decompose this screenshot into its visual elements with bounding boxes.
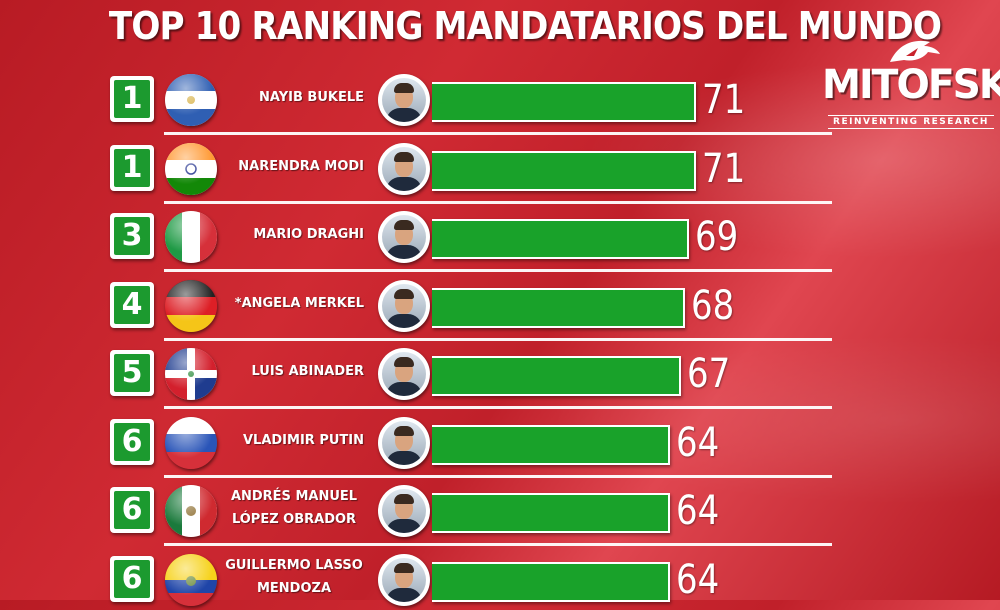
logo-tagline: REINVENTING RESEARCH	[828, 115, 994, 129]
leader-photo-avatar	[378, 485, 430, 537]
india-flag-icon	[165, 142, 217, 195]
approval-value-label: 69	[695, 214, 739, 260]
ranking-row: 6 GUILLERMO LASSO MENDOZA 64	[0, 550, 1000, 610]
leader-name: LUIS ABINADER	[204, 360, 364, 384]
ecuador-flag-icon	[165, 553, 217, 606]
leader-name: MARIO DRAGHI	[204, 223, 364, 247]
leader-name: NARENDRA MODI	[204, 155, 364, 179]
approval-bar	[432, 493, 670, 533]
rank-badge: 1	[110, 144, 154, 191]
leader-photo-avatar	[378, 553, 430, 606]
leader-photo-avatar	[378, 74, 430, 126]
chart-title: TOP 10 RANKING MANDATARIOS DEL MUNDO	[108, 4, 942, 48]
rank-badge: 5	[110, 350, 154, 396]
approval-bar	[432, 287, 685, 328]
ranking-row: 1 NARENDRA MODI 71	[0, 139, 1000, 204]
ranking-row: 5 LUIS ABINADER 67	[0, 344, 1000, 409]
ranking-row: 3 MARIO DRAGHI 69	[0, 207, 1000, 272]
leader-name: ANDRÉS MANUEL LÓPEZ OBRADOR	[224, 485, 364, 531]
leader-name-line: MENDOZA	[256, 580, 332, 596]
rank-number: 1	[114, 80, 150, 118]
approval-value-label: 68	[691, 282, 735, 329]
leader-name: GUILLERMO LASSO MENDOZA	[224, 554, 364, 600]
approval-value-label: 64	[676, 419, 720, 466]
ranking-row: 1 NAYIB BUKELE 71	[0, 70, 1000, 135]
leader-name-line: ANDRÉS MANUEL	[230, 489, 358, 504]
italy-flag-icon	[165, 211, 217, 263]
approval-bar	[432, 219, 689, 259]
approval-value-label: 71	[702, 145, 746, 192]
leader-name: VLADIMIR PUTIN	[204, 429, 364, 453]
row-divider	[164, 200, 832, 204]
row-divider	[164, 543, 832, 546]
logo-name: MITOFSKY	[822, 62, 1000, 108]
approval-bar	[432, 424, 670, 465]
leader-name: NAYIB BUKELE	[204, 86, 364, 110]
leader-name-line: *ANGELA MERKEL	[234, 295, 364, 311]
russia-flag-icon	[165, 416, 217, 469]
rank-number: 1	[114, 148, 150, 187]
mexico-flag-icon	[165, 485, 217, 537]
rank-number: 6	[114, 559, 150, 598]
ranking-row: 6 ANDRÉS MANUEL LÓPEZ OBRADOR 64	[0, 481, 1000, 546]
approval-value-label: 64	[676, 488, 720, 534]
rank-badge: 6	[110, 487, 154, 533]
rank-number: 6	[114, 491, 150, 529]
leader-name-line: VLADIMIR PUTIN	[242, 432, 364, 448]
leader-photo-avatar	[378, 142, 430, 195]
leader-name-line: GUILLERMO LASSO	[225, 557, 363, 573]
germany-flag-icon	[165, 279, 217, 332]
row-divider	[164, 406, 832, 409]
leader-name-line: MARIO DRAGHI	[253, 227, 364, 242]
approval-bar	[432, 150, 696, 191]
leader-name-line: NARENDRA MODI	[238, 158, 364, 174]
logo-mark-icon	[890, 40, 940, 62]
approval-value-label: 67	[687, 351, 731, 397]
leader-name: *ANGELA MERKEL	[204, 292, 364, 316]
leader-name-line: NAYIB BUKELE	[259, 90, 364, 105]
row-divider	[164, 474, 832, 478]
approval-bar	[432, 82, 696, 122]
approval-value-label: 64	[676, 556, 720, 603]
rank-number: 4	[114, 285, 150, 324]
rank-number: 5	[114, 354, 150, 392]
rank-badge: 1	[110, 76, 154, 122]
leader-name-line: LÓPEZ OBRADOR	[231, 512, 357, 527]
rank-number: 6	[114, 422, 150, 461]
leader-photo-avatar	[378, 279, 430, 332]
ranking-row: 6 VLADIMIR PUTIN 64	[0, 413, 1000, 478]
leader-photo-avatar	[378, 416, 430, 469]
rank-badge: 3	[110, 213, 154, 259]
row-divider	[164, 269, 832, 272]
row-divider	[164, 337, 832, 341]
el-salvador-flag-icon	[165, 74, 217, 126]
leader-photo-avatar	[378, 211, 430, 263]
row-divider	[164, 132, 832, 135]
rank-badge: 4	[110, 281, 154, 328]
leader-photo-avatar	[378, 348, 430, 400]
approval-value-label: 71	[702, 77, 746, 123]
ranking-row: 4 *ANGELA MERKEL 68	[0, 276, 1000, 341]
approval-bar	[432, 561, 670, 602]
approval-bar	[432, 356, 681, 396]
rank-badge: 6	[110, 418, 154, 465]
rank-number: 3	[114, 217, 150, 255]
leader-name-line: LUIS ABINADER	[251, 364, 364, 379]
rank-badge: 6	[110, 555, 154, 602]
